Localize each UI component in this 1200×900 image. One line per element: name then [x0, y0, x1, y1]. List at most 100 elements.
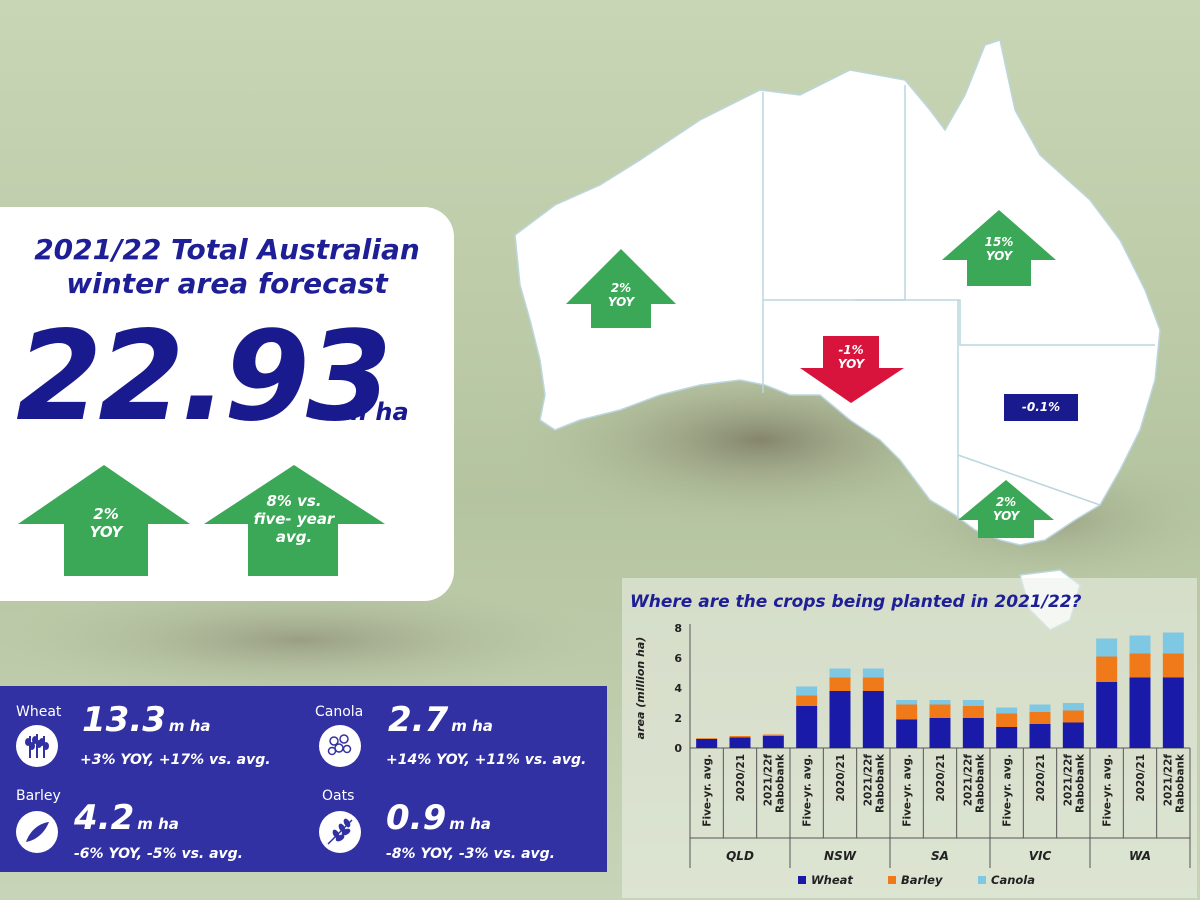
x-tick-label: 2020/21 — [835, 754, 847, 802]
chart-title: Where are the crops being planted in 202… — [630, 592, 1082, 612]
y-axis-label: area (million ha) — [634, 637, 647, 740]
bar-barley — [929, 704, 951, 718]
qld-arrow-label: 15% YOY — [984, 235, 1014, 264]
bar-canola — [929, 700, 951, 705]
bar-canola — [1096, 638, 1118, 657]
bar-barley — [729, 736, 751, 738]
x-tick-label: Five-yr. avg. — [1102, 754, 1114, 827]
bar-canola — [1162, 632, 1184, 654]
bar-barley — [1029, 712, 1051, 724]
legend-swatch — [978, 876, 986, 884]
bar-wheat — [996, 727, 1018, 748]
crop-value-oats: 0.9 m ha — [386, 798, 491, 838]
bar-barley — [1096, 656, 1118, 682]
y-tick-label: 0 — [674, 742, 682, 755]
y-tick-label: 8 — [674, 622, 682, 635]
x-tick-label: Five-yr. avg. — [902, 754, 914, 827]
y-tick-label: 4 — [674, 682, 682, 695]
wa-arrow-label: 2% YOY — [607, 281, 635, 310]
legend-label: Barley — [901, 873, 943, 887]
bar-wheat — [1029, 724, 1051, 748]
bar-barley — [829, 677, 851, 691]
bar-wheat — [929, 718, 951, 748]
vic-arrow-label: 2% YOY — [992, 495, 1020, 524]
bar-wheat — [696, 739, 718, 748]
oats-icon — [319, 811, 361, 853]
crop-name-canola: Canola — [315, 704, 364, 720]
crop-name-barley: Barley — [16, 788, 61, 804]
crop-delta-oats: -8% YOY, -3% vs. avg. — [386, 846, 556, 862]
bar-barley — [1062, 710, 1084, 723]
x-tick-label: Rabobank — [1174, 753, 1186, 813]
australia-outline — [514, 39, 1161, 546]
bar-barley — [896, 704, 918, 720]
bar-canola — [996, 707, 1018, 714]
x-tick-label: Five-yr. avg. — [1002, 754, 1014, 827]
bar-wheat — [896, 719, 918, 748]
group-label: NSW — [824, 849, 857, 863]
y-tick-label: 2 — [674, 712, 682, 725]
group-label: QLD — [726, 849, 754, 863]
group-label: WA — [1129, 849, 1151, 863]
crop-name-wheat: Wheat — [16, 704, 62, 720]
group-label: SA — [931, 849, 949, 863]
total-area-value: 22.93 — [16, 305, 392, 449]
x-tick-label: Rabobank — [974, 753, 986, 813]
crop-delta-barley: -6% YOY, -5% vs. avg. — [74, 846, 244, 862]
bar-barley — [762, 734, 784, 736]
bar-wheat — [829, 691, 851, 748]
legend-label: Wheat — [811, 873, 853, 887]
canola-icon — [319, 725, 361, 767]
bar-barley — [862, 677, 884, 691]
crop-summary-panel — [0, 686, 607, 872]
avg-arrow-label: 8% vs. five- year avg. — [253, 492, 335, 546]
x-tick-label: 2020/21 — [935, 754, 947, 802]
x-tick-label: Rabobank — [874, 753, 886, 813]
x-tick-label: 2020/21 — [735, 754, 747, 802]
crop-delta-wheat: +3% YOY, +17% vs. avg. — [80, 752, 271, 768]
x-tick-label: 2021/22f — [762, 754, 774, 807]
yoy-up-arrow — [18, 465, 190, 576]
vic-up-arrow — [958, 480, 1054, 538]
bar-canola — [1062, 703, 1084, 711]
wa-up-arrow — [566, 249, 676, 328]
bar-canola — [1029, 704, 1051, 712]
x-tick-label: Five-yr. avg. — [802, 754, 814, 827]
bar-wheat — [762, 736, 784, 748]
nsw-value-box — [1004, 394, 1078, 421]
sa-down-arrow — [800, 336, 904, 403]
bar-wheat — [1129, 677, 1151, 748]
bar-wheat — [1162, 677, 1184, 748]
avg-up-arrow — [204, 465, 385, 576]
x-tick-label: 2021/22f — [862, 754, 874, 807]
bar-canola — [962, 700, 984, 706]
x-tick-label: 2021/22f — [962, 754, 974, 807]
barley-icon — [16, 811, 58, 853]
group-label: VIC — [1029, 849, 1052, 863]
bar-wheat — [1096, 682, 1118, 748]
x-tick-label: Rabobank — [1074, 753, 1086, 813]
legend-swatch — [888, 876, 896, 884]
bar-barley — [962, 706, 984, 718]
crop-value-wheat: 13.3 m ha — [82, 700, 211, 740]
bar-wheat — [962, 718, 984, 748]
stacked-bar-chart: 0 2 4 6 8 area (million ha) Five-yr. avg. 2020/… — [634, 622, 1191, 887]
x-tick-label: 2021/22f — [1062, 754, 1074, 807]
bar-barley — [1162, 653, 1184, 678]
x-tick-label: Five-yr. avg. — [702, 754, 714, 827]
bar-wheat — [862, 691, 884, 748]
bar-barley — [696, 738, 718, 739]
x-tick-label: 2020/21 — [1035, 754, 1047, 802]
legend-label: Canola — [991, 873, 1035, 887]
state-borders — [762, 85, 1155, 520]
bar-canola — [796, 686, 818, 696]
bar-barley — [796, 695, 818, 706]
crop-value-barley: 4.2 m ha — [74, 798, 179, 838]
y-tick-label: 6 — [674, 652, 682, 665]
bar-canola — [896, 700, 918, 705]
summary-title: 2021/22 Total Australian winter area for… — [34, 233, 420, 300]
bar-canola — [829, 668, 851, 678]
crop-delta-canola: +14% YOY, +11% vs. avg. — [386, 752, 587, 768]
